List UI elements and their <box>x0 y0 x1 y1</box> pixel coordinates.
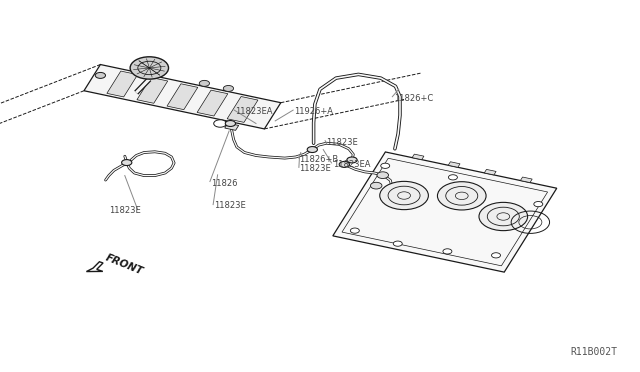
Text: 11826+C: 11826+C <box>394 94 433 103</box>
Text: 11926+A: 11926+A <box>294 107 333 116</box>
Circle shape <box>479 202 527 231</box>
Circle shape <box>307 147 317 153</box>
Text: 11823EA: 11823EA <box>333 160 371 169</box>
Polygon shape <box>448 162 460 167</box>
Polygon shape <box>412 154 424 160</box>
Circle shape <box>492 253 500 258</box>
Polygon shape <box>484 169 496 175</box>
Circle shape <box>371 182 382 189</box>
Text: FRONT: FRONT <box>104 253 145 277</box>
Circle shape <box>122 160 132 166</box>
Circle shape <box>437 182 486 210</box>
Text: 11826: 11826 <box>211 179 237 187</box>
Text: 11823EA: 11823EA <box>236 107 273 116</box>
Text: 11823E: 11823E <box>326 138 358 147</box>
Circle shape <box>380 182 428 210</box>
Circle shape <box>339 161 349 167</box>
Circle shape <box>130 57 168 79</box>
Polygon shape <box>86 262 103 272</box>
Polygon shape <box>137 77 168 103</box>
Polygon shape <box>197 90 228 116</box>
Polygon shape <box>520 177 532 183</box>
Polygon shape <box>333 152 557 272</box>
Circle shape <box>95 73 106 78</box>
Polygon shape <box>225 123 239 130</box>
Polygon shape <box>107 71 138 97</box>
Circle shape <box>347 157 357 163</box>
Text: 11823E: 11823E <box>214 201 246 210</box>
Circle shape <box>443 249 452 254</box>
Circle shape <box>199 80 209 86</box>
Circle shape <box>534 202 543 207</box>
Circle shape <box>449 175 458 180</box>
Polygon shape <box>167 84 198 110</box>
Text: R11B002T: R11B002T <box>571 347 618 357</box>
Circle shape <box>223 86 234 92</box>
Circle shape <box>350 228 359 233</box>
Text: 11823E: 11823E <box>300 164 332 173</box>
Text: 11823E: 11823E <box>109 206 141 215</box>
Circle shape <box>225 121 236 126</box>
Circle shape <box>214 120 227 127</box>
Text: 11826+B: 11826+B <box>300 155 339 164</box>
Circle shape <box>394 241 403 246</box>
Circle shape <box>377 172 388 179</box>
Polygon shape <box>84 64 281 129</box>
Circle shape <box>381 163 390 169</box>
Polygon shape <box>227 96 258 122</box>
